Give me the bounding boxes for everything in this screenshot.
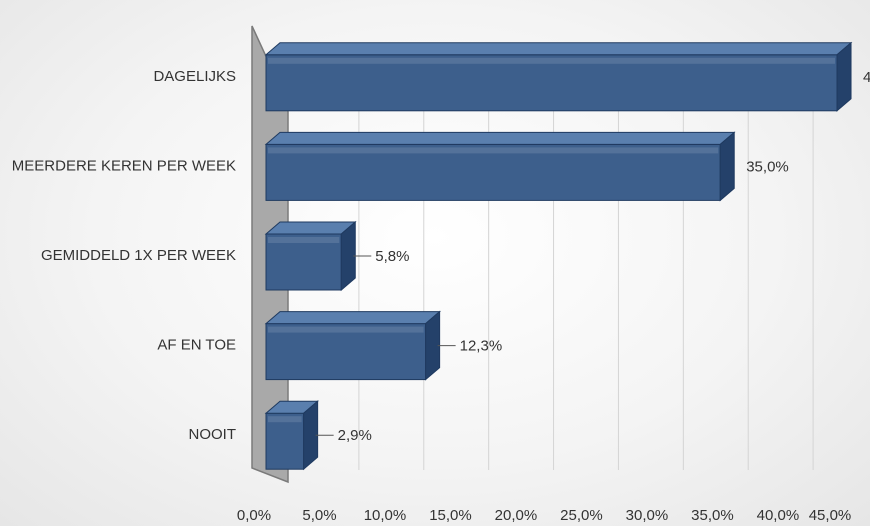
category-label: NOOIT: [189, 426, 237, 443]
data-label: 35,0%: [746, 158, 789, 175]
x-tick-label: 0,0%: [237, 507, 271, 524]
bar-front-face: [265, 412, 305, 470]
bar-front-face: [265, 233, 342, 291]
bar-end-face: [719, 131, 735, 202]
category-label: GEMIDDELD 1X PER WEEK: [41, 247, 236, 264]
x-tick-label: 40,0%: [757, 507, 800, 524]
x-axis-tick-labels: 0,0% 5,0% 10,0% 15,0% 20,0% 25,0% 30,0% 35,0% 40…: [237, 507, 851, 524]
x-tick-label: 35,0%: [691, 507, 734, 524]
data-label: 2,9%: [338, 427, 372, 444]
category-label: MEERDERE KEREN PER WEEK: [12, 157, 236, 174]
data-label: 5,8%: [375, 248, 409, 265]
bar-highlight: [268, 147, 719, 154]
x-tick-label: 25,0%: [560, 507, 603, 524]
data-label: 44,0%: [863, 69, 870, 86]
bar: [264, 220, 357, 292]
bar-highlight: [268, 326, 424, 333]
bar-front-face: [265, 323, 427, 381]
data-labels: 44,0% 35,0% 5,8% 12,3% 2,9%: [315, 69, 870, 444]
bar: [264, 41, 853, 112]
bar: [264, 400, 319, 471]
bar-end-face: [303, 400, 319, 471]
bar: [264, 310, 441, 381]
bar-top-face: [264, 311, 441, 325]
category-label: DAGELIJKS: [153, 68, 236, 85]
bars: [264, 41, 853, 471]
category-labels: DAGELIJKS MEERDERE KEREN PER WEEK GEMIDDEL…: [12, 68, 236, 443]
bar-highlight: [268, 416, 302, 423]
bar: [264, 131, 736, 202]
bar-highlight: [268, 237, 340, 243]
bar-top-face: [264, 42, 853, 56]
bar-top-face: [264, 221, 357, 235]
bar-end-face: [340, 220, 356, 292]
gridlines: [358, 70, 814, 470]
x-tick-label: 15,0%: [429, 507, 472, 524]
x-tick-label: 30,0%: [626, 507, 669, 524]
x-tick-label: 5,0%: [302, 507, 336, 524]
bar-highlight: [268, 57, 836, 64]
bar-front-face: [265, 54, 838, 112]
bar-end-face: [836, 41, 852, 112]
x-tick-label: 10,0%: [364, 507, 407, 524]
bar-end-face: [425, 310, 441, 381]
x-tick-label: 20,0%: [495, 507, 538, 524]
bar-top-face: [264, 131, 736, 145]
category-label: AF EN TOE: [157, 337, 236, 354]
data-label: 12,3%: [460, 338, 503, 355]
x-tick-label: 45,0%: [809, 507, 852, 524]
